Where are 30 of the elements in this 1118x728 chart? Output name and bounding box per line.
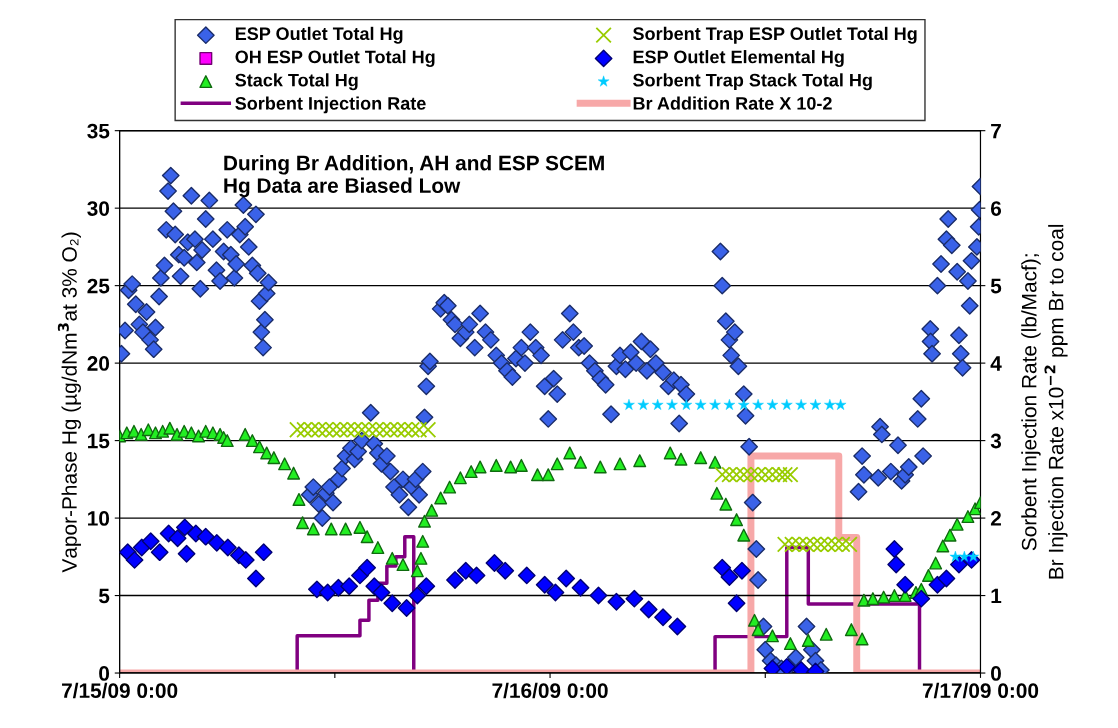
y2-tick-label: 1 (991, 588, 1002, 604)
y-tick-label: 0 (99, 666, 110, 681)
x-tick-label: 7/17/09 0:00 (922, 682, 1039, 699)
x-tick-label: 7/15/09 0:00 (62, 682, 178, 699)
legend-label: Sorbent Injection Rate (235, 96, 426, 114)
y2-tick-label: 3 (990, 433, 1002, 449)
y2-tick-label: 5 (990, 278, 1002, 294)
y2-tick-label: 6 (990, 201, 1002, 216)
legend-label: ESP Outlet Elemental Hg (633, 50, 844, 67)
legend-label: OH ESP Outlet Total Hg (235, 50, 435, 67)
legend-label: ESP Outlet Total Hg (235, 26, 403, 44)
legend-label: Sorbent Trap Stack Total Hg (633, 73, 872, 91)
y-tick-label: 10 (88, 511, 110, 526)
y-tick-label: 15 (88, 433, 110, 449)
y-tick-label: 5 (98, 588, 110, 604)
y2-tick-label: 4 (990, 356, 1002, 371)
y-tick-label: 20 (87, 356, 110, 371)
y2-tick-label: 2 (990, 511, 1001, 526)
y-tick-label: 30 (87, 201, 110, 216)
y-tick-label: 35 (87, 123, 110, 139)
y-axis-title: Vapor-Phase Hg (µg/dNm$^{3}$at 3% O₂) (57, 232, 81, 573)
y-tick-label: 25 (87, 278, 110, 294)
legend-label: Br Addition Rate X 10-2 (633, 96, 832, 110)
legend-label: Sorbent Trap ESP Outlet Total Hg (633, 26, 917, 44)
legend-label: Stack Total Hg (235, 73, 358, 91)
y2-axis-title: Sorbent Injection Rate (lb/Macf); Br Injection Rate x10$^{−2}$ ppm Br to coal (1021, 224, 1068, 579)
y2-tick-label: 7 (991, 123, 1001, 139)
x-tick-label: 7/16/09 0:00 (492, 682, 608, 699)
y2-tick-label: 0 (991, 666, 1001, 681)
annotation: During Br Addition, AH and ESP SCEM Hg Data are Biased Low (224, 155, 604, 198)
